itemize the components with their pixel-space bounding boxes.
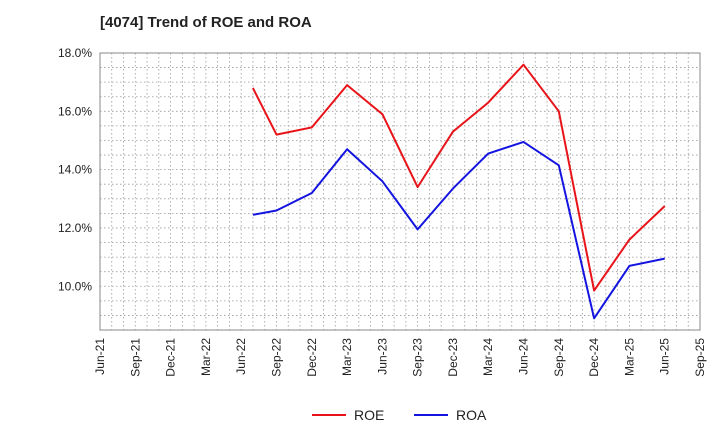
- x-tick-label: Dec-24: [587, 338, 601, 377]
- x-tick-label: Dec-21: [164, 338, 178, 377]
- y-tick-label: 10.0%: [58, 279, 92, 293]
- y-tick-label: 12.0%: [58, 221, 92, 235]
- plot-border: [99, 52, 701, 331]
- x-tick-label: Jun-23: [375, 338, 389, 375]
- x-tick-label: Sep-21: [128, 338, 142, 377]
- x-tick-label: Sep-22: [269, 338, 283, 377]
- x-tick-label: Mar-22: [199, 338, 213, 376]
- x-tick-label: Mar-24: [481, 338, 495, 376]
- x-tick-label: Mar-25: [622, 338, 636, 376]
- grid: [100, 53, 700, 330]
- x-tick-label: Dec-22: [305, 338, 319, 377]
- x-tick-label: Jun-24: [517, 338, 531, 375]
- plot-area: [100, 53, 700, 330]
- x-tick-label: Sep-24: [552, 338, 566, 377]
- y-axis: 10.0% 12.0% 14.0% 16.0% 18.0%: [58, 46, 92, 293]
- legend-label-roa: ROA: [456, 407, 487, 423]
- legend-label-roe: ROE: [354, 407, 384, 423]
- x-tick-label: Sep-25: [693, 338, 707, 377]
- series-lines: [252, 63, 666, 320]
- x-tick-label: Jun-21: [93, 338, 107, 375]
- x-tick-label: Jun-25: [658, 338, 672, 375]
- x-axis: Jun-21 Sep-21 Dec-21 Mar-22 Jun-22 Sep-22 Dec-…: [93, 338, 707, 377]
- legend: ROE ROA: [312, 407, 487, 423]
- y-tick-label: 18.0%: [58, 46, 92, 60]
- x-tick-label: Mar-23: [340, 338, 354, 376]
- chart-title: [4074] Trend of ROE and ROA: [100, 14, 312, 31]
- x-tick-label: Dec-23: [446, 338, 460, 377]
- x-tick-label: Sep-23: [411, 338, 425, 377]
- y-tick-label: 14.0%: [58, 163, 92, 177]
- x-tick-label: Jun-22: [234, 338, 248, 375]
- y-tick-label: 16.0%: [58, 104, 92, 118]
